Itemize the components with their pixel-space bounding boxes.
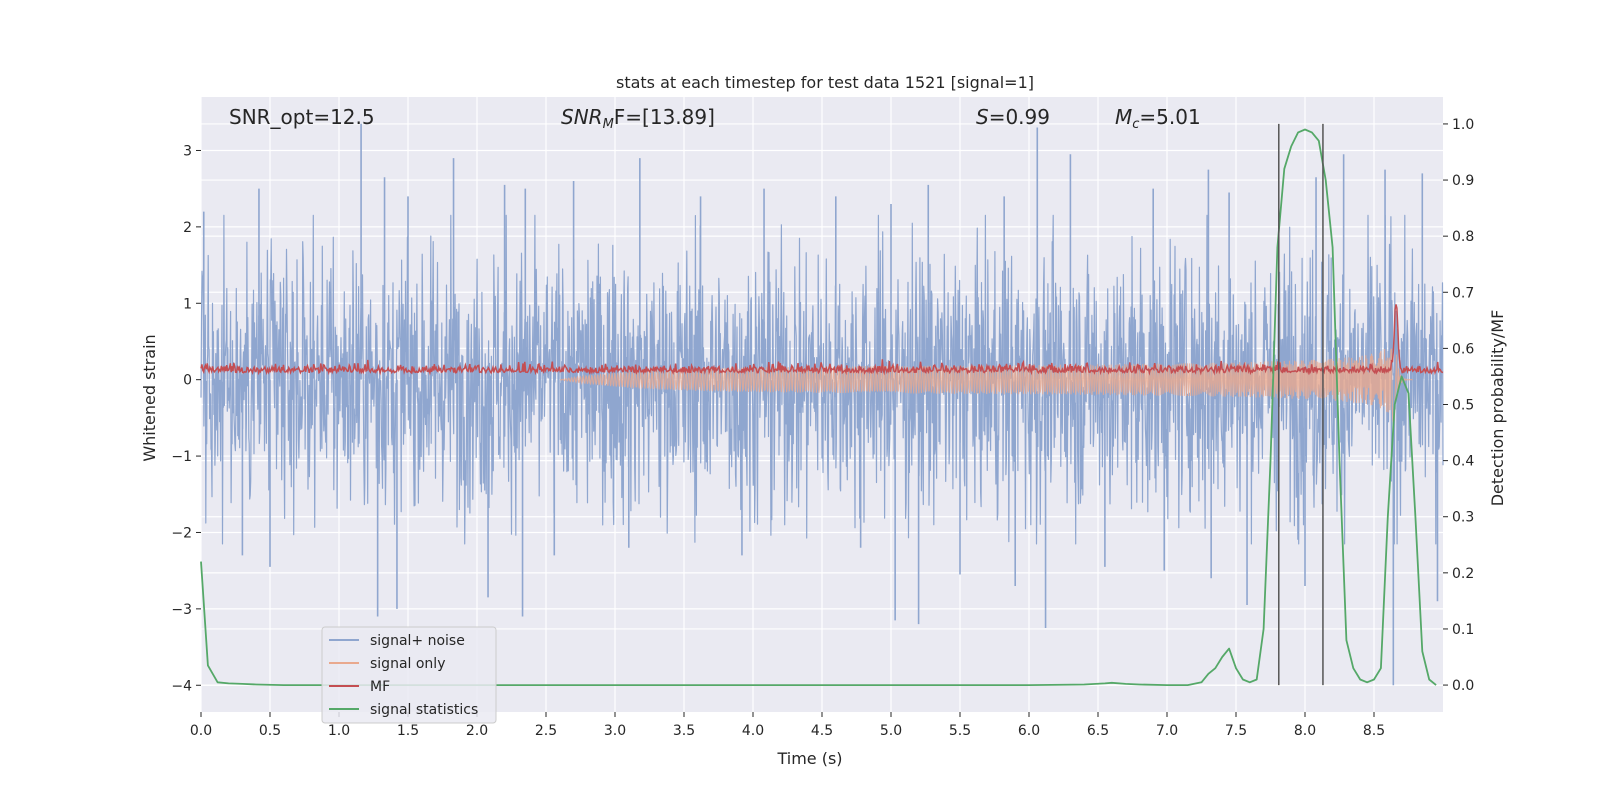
y-tick-label-4: 0	[183, 373, 192, 389]
y-right-tick-label-6: 0.6	[1452, 341, 1474, 357]
x-tick-label-7: 3.5	[673, 723, 695, 739]
x-tick-label-17: 8.5	[1363, 723, 1385, 739]
annotation-mc-sub: c	[1132, 117, 1139, 132]
annotation-s-rest: =0.99	[989, 105, 1050, 129]
series-layer	[200, 123, 1444, 686]
y-right-tick-label-8: 0.8	[1452, 229, 1474, 245]
annotation-mc-rest: =5.01	[1139, 105, 1200, 129]
x-tick-label-15: 7.5	[1225, 723, 1247, 739]
annotation-snr-opt: SNR_opt=12.5	[229, 105, 375, 129]
annotation-s: S=0.99	[976, 105, 1050, 129]
legend-box	[321, 626, 497, 724]
legend: signal+ noise signal only MF signal statist…	[321, 626, 497, 724]
y-right-tick-label-1: 0.1	[1452, 622, 1474, 638]
x-tick-label-5: 2.5	[535, 723, 557, 739]
x-tick-label-13: 6.5	[1087, 723, 1109, 739]
legend-label-2: MF	[370, 679, 390, 695]
annotation-s-main: S	[976, 105, 989, 129]
y-tick-label-3: −1	[171, 449, 192, 465]
y-right-tick-label-0: 0.0	[1452, 678, 1474, 694]
x-tick-label-14: 7.0	[1156, 723, 1178, 739]
y-right-tick-label-4: 0.4	[1452, 454, 1474, 470]
series-mf	[200, 304, 1444, 376]
x-tick-label-0: 0.0	[190, 723, 212, 739]
legend-label-1: signal only	[370, 656, 445, 672]
annotation-snr-mf-main: SNR	[561, 105, 603, 129]
y-tick-label-7: 3	[183, 143, 192, 159]
y-right-tick-label-3: 0.3	[1452, 510, 1474, 526]
y-right-tick-label-5: 0.5	[1452, 398, 1474, 414]
signal-statistics-line	[200, 128, 1437, 686]
x-tick-label-10: 5.0	[880, 723, 902, 739]
series-signal-statistics	[200, 128, 1437, 686]
annotation-snr-mf-sub: M	[603, 117, 614, 132]
annotation-snr-mf: SNRMF=[13.89]	[561, 105, 715, 132]
y-tick-label-0: −4	[171, 678, 192, 694]
x-axis-label: Time (s)	[776, 749, 842, 768]
x-tick-label-9: 4.5	[811, 723, 833, 739]
y-axis-label: Whitened strain	[140, 334, 159, 461]
x-tick-label-16: 8.0	[1294, 723, 1316, 739]
chart-title: stats at each timestep for test data 152…	[616, 73, 1034, 92]
y-tick-label-2: −2	[171, 525, 192, 541]
x-tick-label-1: 0.5	[259, 723, 281, 739]
vertical-markers	[1278, 123, 1324, 686]
y-right-tick-label-7: 0.7	[1452, 285, 1474, 301]
y-tick-label-1: −3	[171, 602, 192, 618]
annotation-snr-mf-rest: F=[13.89]	[614, 105, 715, 129]
series-signal-noise-peaks	[202, 123, 1439, 686]
axes: 0.0 0.5 1.0 1.5 2.0 2.5 3.0 3.5 4.0 4.5 5.0 5.5 6.0 6…	[171, 117, 1474, 739]
y-right-tick-label-9: 0.9	[1452, 173, 1474, 189]
annotation-mc-main: M	[1115, 105, 1132, 129]
legend-label-0: signal+ noise	[370, 633, 465, 649]
y-tick-label-6: 2	[183, 220, 192, 236]
legend-label-3: signal statistics	[370, 702, 478, 718]
x-tick-label-11: 5.5	[949, 723, 971, 739]
y-axis-right-label: Detection probability/MF	[1488, 310, 1507, 507]
x-tick-label-2: 1.0	[328, 723, 350, 739]
y-right-tick-label-2: 0.2	[1452, 566, 1474, 582]
x-tick-label-8: 4.0	[742, 723, 764, 739]
y-tick-label-5: 1	[183, 296, 192, 312]
x-tick-label-3: 1.5	[397, 723, 419, 739]
x-tick-label-4: 2.0	[466, 723, 488, 739]
y-right-tick-label-10: 1.0	[1452, 117, 1474, 133]
x-tick-label-12: 6.0	[1018, 723, 1040, 739]
annotation-mc: Mc=5.01	[1115, 105, 1201, 132]
x-tick-label-6: 3.0	[604, 723, 626, 739]
